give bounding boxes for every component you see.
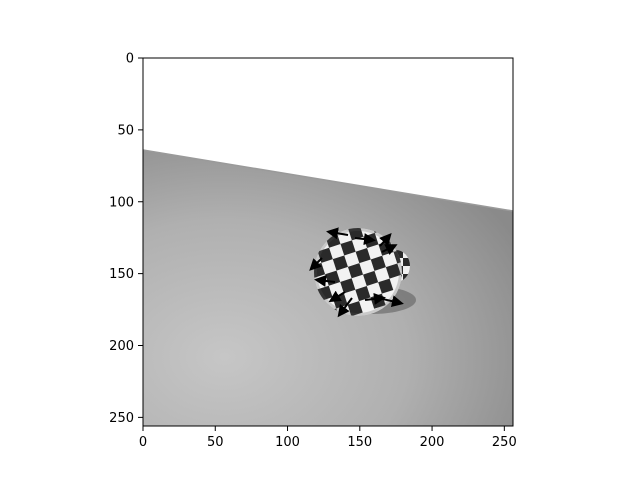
x-tick-label: 50 [207, 435, 224, 450]
y-tick-label: 100 [109, 195, 134, 210]
motion-arrows [309, 227, 404, 318]
rendered-image [143, 58, 513, 426]
axes-frame [142, 57, 514, 427]
horizon-edge [143, 149, 513, 212]
y-tick-label: 150 [109, 267, 134, 282]
y-axis: 0 50 100 150 200 250 [109, 52, 143, 426]
y-tick-label: 250 [109, 411, 134, 426]
x-tick-label: 150 [347, 435, 372, 450]
y-tick-label: 50 [117, 123, 134, 138]
x-axis: 0 50 100 150 200 250 [139, 426, 517, 450]
x-tick-label: 200 [420, 435, 445, 450]
x-tick-label: 100 [275, 435, 300, 450]
x-tick-label: 0 [139, 435, 147, 450]
y-tick-label: 200 [109, 339, 134, 354]
x-tick-label: 250 [492, 435, 517, 450]
y-tick-label: 0 [126, 52, 134, 67]
